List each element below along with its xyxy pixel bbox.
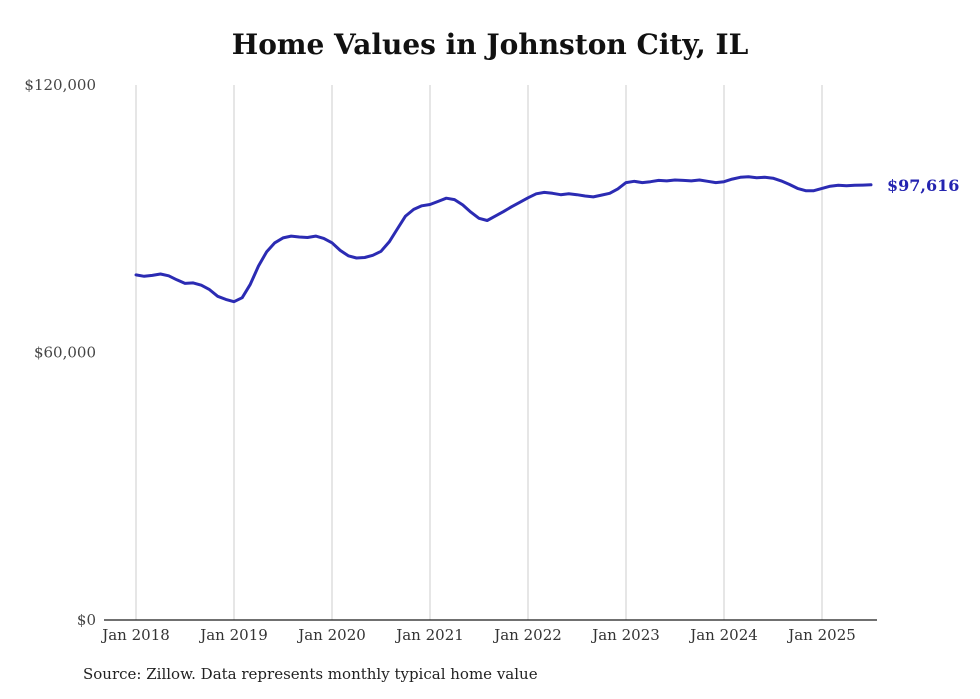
- y-axis-tick-label: $60,000: [34, 344, 96, 362]
- x-axis-tick-label: Jan 2020: [296, 626, 366, 644]
- end-value-label: $97,616: [887, 176, 959, 195]
- y-axis-tick-label: $120,000: [24, 76, 96, 94]
- source-note: Source: Zillow. Data represents monthly …: [83, 665, 538, 683]
- home-value-line: [134, 175, 873, 304]
- x-axis-tick-label: Jan 2024: [688, 626, 758, 644]
- x-axis-tick-label: Jan 2019: [198, 626, 268, 644]
- x-axis-tick-label: Jan 2023: [590, 626, 660, 644]
- x-axis-tick-label: Jan 2018: [100, 626, 170, 644]
- chart-title: Home Values in Johnston City, IL: [231, 28, 749, 61]
- x-axis-tick-label: Jan 2022: [492, 626, 562, 644]
- x-axis-tick-label: Jan 2021: [394, 626, 464, 644]
- x-axis-tick-label: Jan 2025: [786, 626, 856, 644]
- y-axis-tick-label: $0: [77, 611, 96, 629]
